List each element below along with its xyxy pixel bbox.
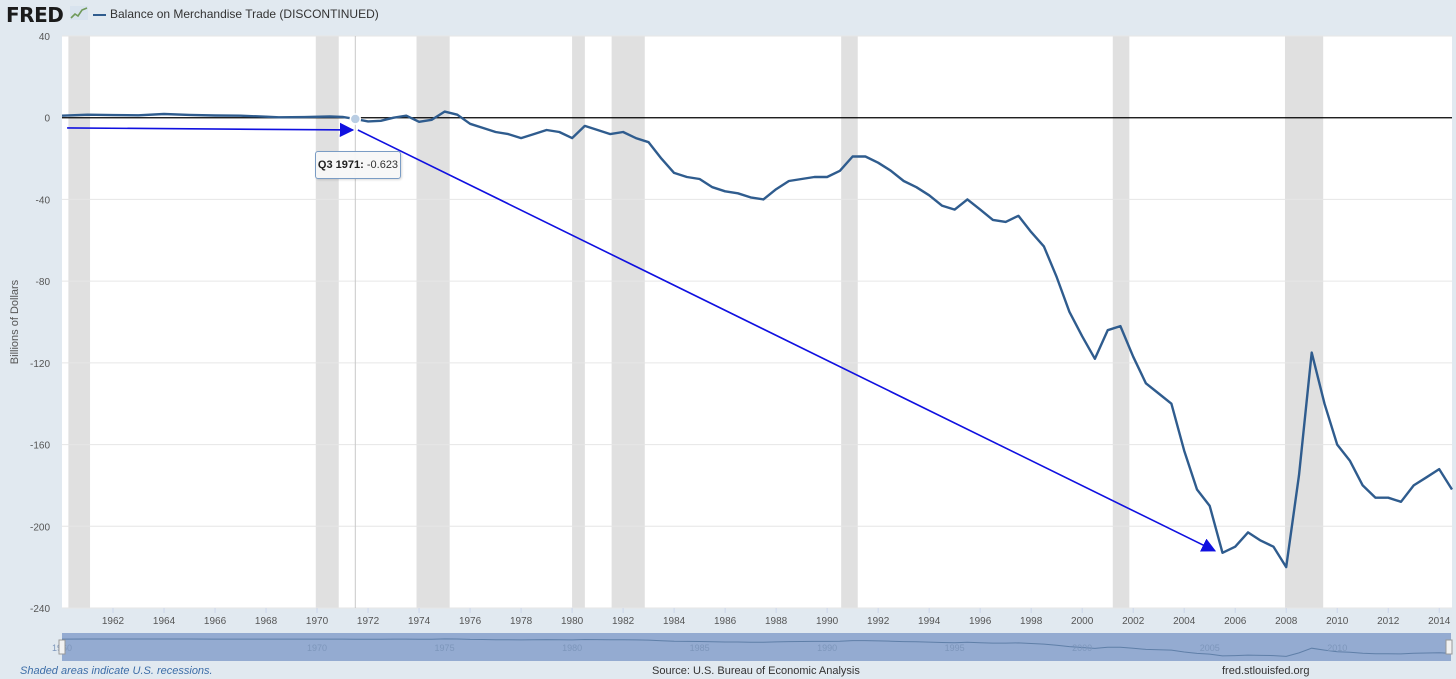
recession-band bbox=[416, 36, 450, 608]
plot-background bbox=[62, 36, 1452, 608]
x-tick-label: 1992 bbox=[867, 616, 890, 627]
recession-band bbox=[68, 36, 91, 608]
tooltip: Q3 1971: -0.623 bbox=[315, 151, 401, 179]
x-tick-label: 1988 bbox=[765, 616, 788, 627]
annotation-arrow bbox=[357, 129, 1217, 552]
y-tick-label: 40 bbox=[39, 32, 51, 43]
y-axis-label: Billions of Dollars bbox=[9, 279, 21, 364]
navigator-label: 2010 bbox=[1327, 643, 1347, 653]
x-tick-label: 1976 bbox=[459, 616, 482, 627]
x-tick-label: 1996 bbox=[969, 616, 992, 627]
navigator-series bbox=[61, 638, 1453, 657]
fred-chart-icon bbox=[70, 6, 88, 20]
navigator-label: 2005 bbox=[1200, 643, 1220, 653]
y-tick-label: -240 bbox=[30, 604, 50, 615]
navigator-label: 1985 bbox=[690, 643, 710, 653]
x-tick-label: 1974 bbox=[408, 616, 431, 627]
site-link[interactable]: fred.stlouisfed.org bbox=[1222, 665, 1310, 677]
y-tick-label: 0 bbox=[44, 114, 50, 125]
navigator-label: 1980 bbox=[562, 643, 582, 653]
navigator-label: 1975 bbox=[435, 643, 455, 653]
navigator-label: 1970 bbox=[307, 643, 327, 653]
y-tick-label: -160 bbox=[30, 441, 50, 452]
chart-header: FRED Balance on Merchandise Trade (DISCO… bbox=[0, 0, 1456, 30]
x-tick-label: 2002 bbox=[1122, 616, 1145, 627]
legend-label[interactable]: Balance on Merchandise Trade (DISCONTINU… bbox=[110, 7, 379, 21]
x-tick-label: 2006 bbox=[1224, 616, 1247, 627]
source-note: Source: U.S. Bureau of Economic Analysis bbox=[652, 665, 860, 677]
navigator-label: 2000 bbox=[1072, 643, 1092, 653]
x-tick-label: 2012 bbox=[1377, 616, 1400, 627]
x-tick-label: 2010 bbox=[1326, 616, 1349, 627]
x-tick-label: 1982 bbox=[612, 616, 635, 627]
annotations bbox=[67, 122, 1217, 552]
x-axis-ticks: 1962 1964 1966 1968 1970 1972 1974 1976 1978 1980… bbox=[102, 608, 1451, 627]
x-tick-label: 2014 bbox=[1428, 616, 1451, 627]
recession-band bbox=[841, 36, 858, 608]
x-tick-label: 1980 bbox=[561, 616, 584, 627]
x-tick-label: 2004 bbox=[1173, 616, 1196, 627]
x-tick-label: 2008 bbox=[1275, 616, 1298, 627]
x-tick-label: 1994 bbox=[918, 616, 941, 627]
navigator-label: 1995 bbox=[945, 643, 965, 653]
recession-band bbox=[315, 36, 339, 608]
recession-note: Shaded areas indicate U.S. recessions. bbox=[20, 665, 213, 677]
navigator-handle-left[interactable] bbox=[58, 639, 66, 655]
recession-band bbox=[1284, 36, 1324, 608]
recession-shading bbox=[68, 36, 1324, 608]
y-tick-label: -120 bbox=[30, 359, 50, 370]
x-tick-label: 1970 bbox=[306, 616, 329, 627]
x-tick-label: 1978 bbox=[510, 616, 533, 627]
x-tick-label: 1968 bbox=[255, 616, 278, 627]
x-tick-label: 1962 bbox=[102, 616, 125, 627]
y-tick-label: -200 bbox=[30, 522, 50, 533]
navigator-label: 1990 bbox=[817, 643, 837, 653]
annotation-arrow bbox=[67, 122, 355, 138]
x-tick-label: 2000 bbox=[1071, 616, 1094, 627]
x-tick-label: 1986 bbox=[714, 616, 737, 627]
y-tick-label: -40 bbox=[36, 195, 51, 206]
navigator-track[interactable] bbox=[62, 633, 1451, 661]
recession-band bbox=[1112, 36, 1130, 608]
x-tick-label: 1966 bbox=[204, 616, 227, 627]
x-tick-label: 1984 bbox=[663, 616, 686, 627]
x-tick-label: 1964 bbox=[153, 616, 176, 627]
tooltip-value: -0.623 bbox=[366, 159, 399, 171]
x-tick-label: 1998 bbox=[1020, 616, 1043, 627]
y-tick-label: -80 bbox=[36, 277, 51, 288]
recession-band bbox=[572, 36, 585, 608]
series-line[interactable] bbox=[61, 110, 1454, 569]
tooltip-label: Q3 1971: bbox=[317, 159, 364, 171]
fred-logo[interactable]: FRED bbox=[6, 3, 64, 27]
legend-line-swatch bbox=[93, 14, 106, 16]
navigator[interactable]: 1960197019751980198519901995200020052010 bbox=[52, 633, 1453, 661]
recession-band bbox=[611, 36, 645, 608]
y-axis-ticks: 40 0 -40 -80 -120 -160 -200 -240 bbox=[30, 32, 50, 615]
navigator-handle-right[interactable] bbox=[1445, 639, 1453, 655]
hover-marker[interactable] bbox=[349, 113, 362, 125]
x-tick-label: 1972 bbox=[357, 616, 380, 627]
x-tick-label: 1990 bbox=[816, 616, 839, 627]
